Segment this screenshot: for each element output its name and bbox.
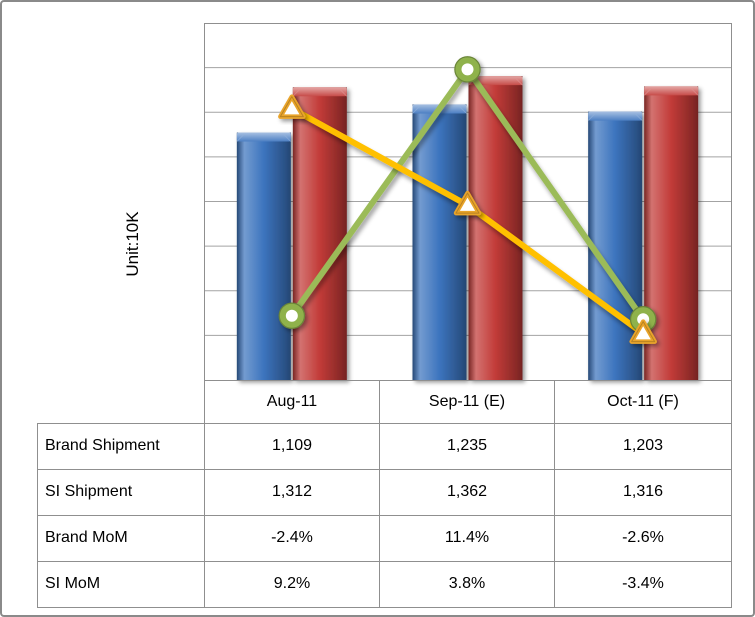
bar-si-shipment-oct-11-f- [643, 86, 699, 381]
column-header-aug-11: Aug-11 [205, 381, 380, 424]
table-cell: 1,235 [380, 424, 555, 470]
table-header-row: Aug-11 Sep-11 (E) Oct-11 (F) [204, 380, 732, 424]
table-cell: 1,312 [205, 470, 380, 516]
table-cell: -2.6% [555, 516, 732, 562]
table-cell: 11.4% [380, 516, 555, 562]
bar-brand-shipment-sep-11-e- [412, 104, 467, 381]
row-label-brand-mom: Brand MoM [38, 516, 205, 562]
marker-circle-brand-mom-aug-11 [278, 302, 306, 329]
y-axis-title: Unit:10K [123, 211, 142, 277]
table-cell: 1,203 [555, 424, 732, 470]
marker-circle-brand-mom-sep-11-e- [454, 56, 481, 83]
table-cell: -3.4% [555, 562, 732, 608]
bar-brand-shipment-aug-11 [236, 132, 292, 380]
chart-data-table: Brand Shipment 1,109 1,235 1,203 SI Ship… [37, 423, 732, 608]
column-header-sep-11: Sep-11 (E) [380, 381, 555, 424]
row-label-brand-shipment: Brand Shipment [38, 424, 205, 470]
table-cell: 1,109 [205, 424, 380, 470]
plot-border [204, 23, 732, 380]
marker-triangle-si-mom-aug-11 [278, 94, 306, 119]
table-cell: -2.4% [205, 516, 380, 562]
column-header-oct-11: Oct-11 (F) [555, 381, 732, 424]
table-cell: 3.8% [380, 562, 555, 608]
table-cell: 1,316 [555, 470, 732, 516]
row-label-si-shipment: SI Shipment [38, 470, 205, 516]
table-cell: 9.2% [205, 562, 380, 608]
marker-triangle-si-mom-sep-11-e- [453, 190, 482, 216]
row-label-si-mom: SI MoM [38, 562, 205, 608]
table-cell: 1,362 [380, 470, 555, 516]
marker-triangle-si-mom-oct-11-f- [629, 319, 657, 344]
combo-chart-plot [204, 23, 732, 381]
